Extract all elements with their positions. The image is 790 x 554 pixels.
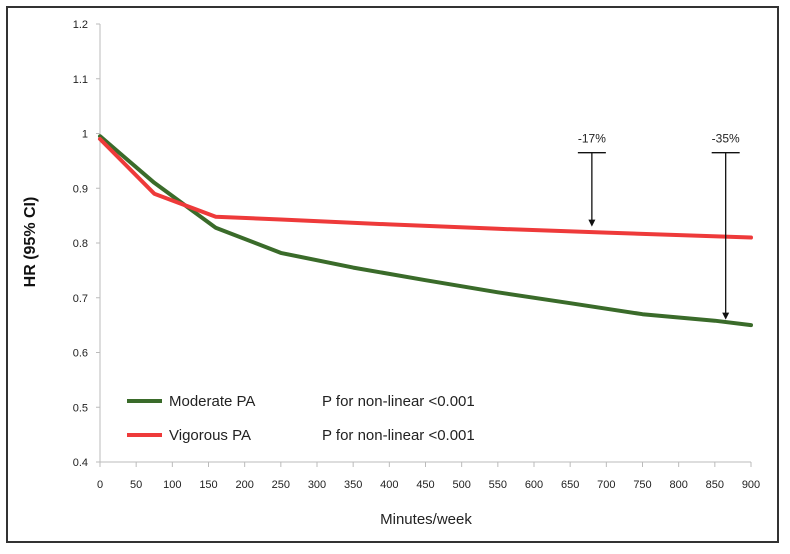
x-tick-label: 750 xyxy=(633,479,651,491)
y-tick-label: 0.8 xyxy=(73,238,88,250)
y-tick-label: 1.2 xyxy=(73,19,88,31)
annotation-layer: -17% -35% xyxy=(578,132,740,320)
series-layer xyxy=(98,134,753,328)
x-tick-label: 50 xyxy=(130,479,142,491)
axes-layer: 0.4 0.5 0.6 0.7 0.8 0.9 1 1.1 1.2 0 50 100 150 200 250… xyxy=(73,19,760,491)
legend-pvalue-moderate: P for non-linear <0.001 xyxy=(322,393,475,410)
y-tick-label: 0.5 xyxy=(73,402,88,414)
y-tick-label: 0.6 xyxy=(73,348,88,360)
x-tick-label: 200 xyxy=(235,479,253,491)
y-tick-label: 0.7 xyxy=(73,293,88,305)
annotation-arrow-head xyxy=(722,312,730,320)
x-tick-label: 850 xyxy=(706,479,724,491)
legend-pvalue-vigorous: P for non-linear <0.001 xyxy=(322,427,475,444)
y-axis-title: HR (95% CI) xyxy=(22,197,39,288)
annotation-label: -17% xyxy=(578,132,606,146)
x-tick-label: 400 xyxy=(380,479,398,491)
x-tick-label: 350 xyxy=(344,479,362,491)
x-tick-label: 700 xyxy=(597,479,615,491)
legend-label-moderate: Moderate PA xyxy=(169,393,255,410)
x-tick-label: 900 xyxy=(742,479,760,491)
annotation-arrow-head xyxy=(588,219,596,227)
x-tick-label: 650 xyxy=(561,479,579,491)
x-tick-label: 800 xyxy=(669,479,687,491)
x-tick-label: 500 xyxy=(452,479,470,491)
legend-label-vigorous: Vigorous PA xyxy=(169,427,251,444)
x-tick-label: 450 xyxy=(416,479,434,491)
x-tick-label: 0 xyxy=(97,479,103,491)
chart-frame xyxy=(6,6,779,543)
x-tick-label: 300 xyxy=(308,479,326,491)
series-line-vigorous xyxy=(98,137,753,240)
y-tick-label: 0.4 xyxy=(73,457,88,469)
x-axis-title: Minutes/week xyxy=(380,511,472,528)
x-tick-label: 250 xyxy=(272,479,290,491)
y-tick-label: 1 xyxy=(82,129,88,141)
series-line-moderate xyxy=(98,134,753,328)
x-tick-label: 550 xyxy=(489,479,507,491)
legend: Moderate PA P for non-linear <0.001 Vigo… xyxy=(127,393,475,444)
x-tick-label: 100 xyxy=(163,479,181,491)
y-tick-label: 1.1 xyxy=(73,74,88,86)
y-tick-label: 0.9 xyxy=(73,183,88,195)
x-tick-label: 150 xyxy=(199,479,217,491)
annotation-label: -35% xyxy=(712,132,740,146)
x-tick-label: 600 xyxy=(525,479,543,491)
